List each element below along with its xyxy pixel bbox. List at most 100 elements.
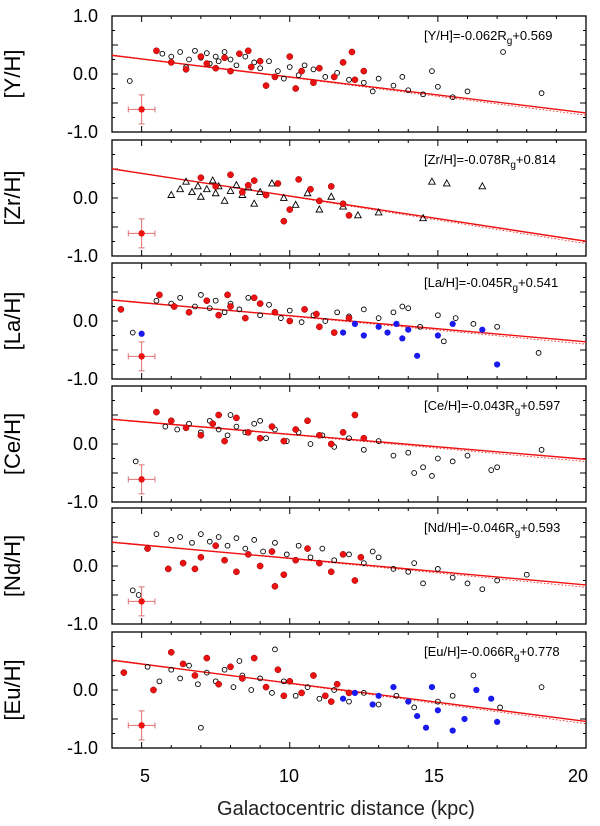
data-point-hollow	[126, 78, 133, 84]
data-point-hollow	[405, 568, 412, 575]
data-point-hollow	[266, 58, 272, 65]
data-point-red	[307, 185, 314, 193]
data-point-blue	[351, 320, 359, 327]
data-point-hollow	[251, 59, 258, 66]
fit-equation-intercept: +0.593	[520, 520, 560, 535]
data-point-hollow	[257, 417, 263, 424]
data-point-hollow	[167, 190, 176, 198]
x-tick-label: 10	[279, 766, 299, 786]
data-point-red	[286, 317, 294, 325]
data-point-red	[197, 53, 205, 60]
data-point-hollow	[429, 473, 435, 479]
data-point-blue	[473, 686, 480, 694]
data-point-blue	[369, 701, 376, 708]
data-point-red	[164, 565, 172, 573]
fit-equation-intercept: +0.778	[520, 644, 560, 659]
data-point-blue	[405, 698, 412, 705]
data-point-hollow	[168, 666, 175, 673]
data-point-red	[209, 420, 217, 428]
data-point-blue	[461, 715, 468, 723]
data-point-hollow	[442, 178, 451, 187]
data-point-hollow	[233, 535, 240, 542]
data-point-red	[203, 654, 211, 662]
data-point-hollow	[411, 560, 418, 566]
data-point-red	[280, 571, 288, 579]
data-point-hollow	[187, 187, 197, 196]
fit-equation: [Y/H]=-0.062Rg+0.569	[424, 28, 552, 47]
fit-equation: [Ce/H]=-0.043Rg+0.597	[424, 398, 560, 417]
data-point-blue	[375, 692, 382, 699]
data-point-red	[250, 294, 258, 302]
data-point-red	[316, 323, 323, 331]
data-point-red	[244, 181, 252, 189]
data-point-blue	[414, 352, 421, 359]
data-point-red	[313, 310, 320, 318]
data-point-hollow	[236, 658, 243, 664]
data-point-hollow	[334, 69, 341, 76]
data-point-hollow	[417, 323, 423, 330]
y-tick-label: 0.0	[73, 680, 98, 700]
fit-line-dotted	[112, 167, 586, 244]
data-point-hollow	[162, 423, 169, 430]
data-point-hollow	[523, 571, 530, 578]
data-point-hollow	[177, 675, 183, 682]
data-point-red	[360, 67, 368, 75]
data-point-hollow	[198, 292, 204, 298]
data-point-hollow	[186, 662, 192, 669]
data-point-hollow	[390, 452, 397, 459]
data-point-hollow	[427, 177, 437, 185]
data-point-red	[280, 692, 288, 700]
data-point-hollow	[251, 537, 258, 543]
data-point-hollow	[227, 412, 234, 418]
data-point-red	[156, 291, 163, 299]
data-point-hollow	[242, 53, 249, 60]
fit-equation-main: [Nd/H]=-0.046R	[424, 520, 515, 535]
data-point-red	[268, 548, 276, 555]
data-point-hollow	[192, 47, 198, 54]
plot-area	[112, 408, 586, 495]
fit-equation-subscript: g	[507, 36, 513, 47]
data-point-hollow	[494, 464, 500, 471]
panel-zrh: 0.0 -1.0 [Zr/H] [Zr/H]=-0.078Rg+0.814	[0, 139, 587, 266]
data-point-red	[197, 553, 205, 561]
x-axis: 5 10 15 20 Galactocentric distance (kpc)	[140, 766, 588, 820]
data-point-red	[351, 76, 359, 84]
data-point-hollow	[153, 297, 160, 304]
y-tick-label: 0.0	[73, 188, 98, 208]
data-point-red	[327, 698, 335, 705]
data-point-red	[256, 57, 264, 65]
fit-line	[112, 54, 586, 114]
panel-frame	[111, 139, 587, 257]
data-point-hollow	[405, 305, 412, 312]
data-point-red	[236, 50, 243, 58]
data-point-red	[316, 559, 323, 567]
data-point-hollow	[315, 205, 324, 213]
data-point-red	[321, 692, 329, 700]
data-point-hollow	[322, 318, 329, 324]
data-point-hollow	[280, 75, 287, 82]
data-point-red	[271, 308, 279, 316]
fit-equation-intercept: +0.569	[512, 28, 552, 43]
panel-euh: 0.0 -1.0 [Eu/H] [Eu/H]=-0.066Rg+0.778	[0, 631, 587, 758]
data-point-hollow	[538, 90, 545, 96]
data-point-hollow	[206, 538, 213, 545]
data-point-hollow	[374, 207, 383, 216]
panel-frame	[111, 385, 587, 503]
data-point-hollow	[177, 534, 183, 540]
data-point-hollow	[360, 79, 367, 86]
data-point-red	[316, 431, 323, 439]
data-point-hollow	[470, 672, 477, 679]
data-point-red	[224, 291, 231, 299]
data-point-hollow	[174, 426, 181, 433]
data-point-hollow	[248, 687, 255, 693]
data-point-red	[298, 67, 305, 75]
data-point-red	[215, 311, 222, 319]
data-point-hollow	[435, 312, 441, 319]
data-point-red	[292, 556, 300, 564]
data-point-blue	[384, 329, 391, 336]
data-point-hollow	[303, 188, 312, 197]
data-point-hollow	[135, 592, 142, 598]
fit-equation-intercept: +0.541	[518, 275, 558, 290]
data-point-red	[339, 429, 347, 436]
data-point-hollow	[411, 470, 418, 476]
